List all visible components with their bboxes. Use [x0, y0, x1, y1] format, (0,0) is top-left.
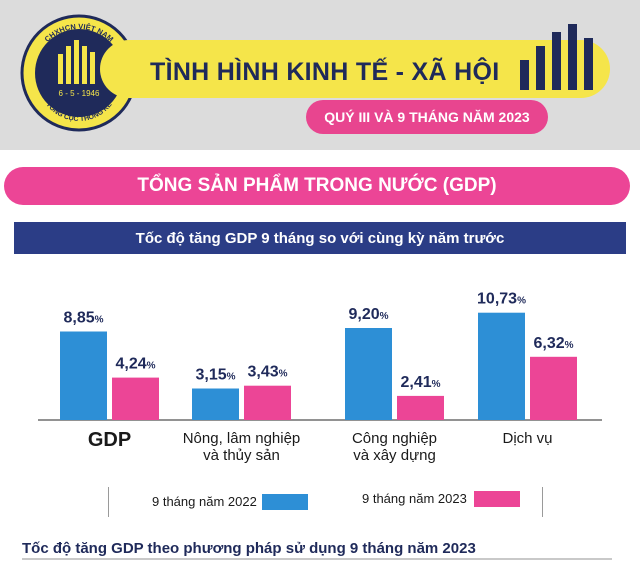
- logo-date: 6 - 5 - 1946: [59, 89, 100, 98]
- category-label-dich-vu: Dịch vụ: [502, 430, 553, 447]
- bar-nong-lam-nghiep-va-thuy-san-2023: [244, 385, 291, 420]
- legend-swatch-2023: [474, 491, 520, 507]
- value-label-nong-lam-nghiep-va-thuy-san-2023: 3,43%: [247, 364, 287, 381]
- bar-chart-icon: [520, 24, 593, 90]
- legend: 9 tháng năm 2022 9 tháng năm 2023: [100, 483, 550, 519]
- page-title: TÌNH HÌNH KINH TẾ - XÃ HỘI: [150, 58, 500, 86]
- legend-label-2022: 9 tháng năm 2022: [152, 494, 257, 509]
- value-label-gdp-2023: 4,24%: [115, 356, 155, 373]
- value-label-cong-nghiep-va-xay-dung-2023: 2,41%: [400, 374, 440, 391]
- legend-swatch-2022: [262, 494, 308, 510]
- category-label-nong-lam-nghiep-va-thuy-san: Nông, lâm nghiệp và thủy sản: [182, 430, 301, 464]
- bar-cong-nghiep-va-xay-dung-2023: [397, 395, 444, 420]
- bar-gdp-2023: [112, 377, 159, 420]
- bar-cong-nghiep-va-xay-dung-2022: [345, 328, 392, 420]
- chart-title: Tốc độ tăng GDP 9 tháng so với cùng kỳ n…: [14, 222, 626, 254]
- bar-dich-vu-2023: [530, 356, 577, 420]
- section-title: TỔNG SẢN PHẨM TRONG NƯỚC (GDP): [4, 167, 630, 205]
- category-label-gdp: GDP: [87, 429, 132, 451]
- bar-gdp-2022: [60, 331, 107, 420]
- legend-divider-left: [108, 487, 109, 517]
- value-label-dich-vu-2022: 10,73%: [477, 291, 526, 308]
- next-section-rule: [22, 558, 612, 560]
- bar-dich-vu-2022: [478, 312, 525, 420]
- value-label-cong-nghiep-va-xay-dung-2022: 9,20%: [348, 306, 388, 323]
- bar-nong-lam-nghiep-va-thuy-san-2022: [192, 388, 239, 420]
- value-label-gdp-2022: 8,85%: [63, 310, 103, 327]
- gdp-growth-chart: 8,85% 3,15% 9,20% 10,73% 4,24% 3,43% 2,41% 6,32…: [38, 291, 602, 421]
- next-section-title: Tốc độ tăng GDP theo phương pháp sử dụng…: [22, 540, 476, 557]
- value-label-nong-lam-nghiep-va-thuy-san-2022: 3,15%: [195, 367, 235, 384]
- category-label-cong-nghiep-va-xay-dung: Công nghiệp và xây dựng: [351, 430, 438, 464]
- legend-label-2023: 9 tháng năm 2023: [362, 491, 467, 506]
- period-subtitle: QUÝ III VÀ 9 THÁNG NĂM 2023: [306, 100, 548, 134]
- value-label-dich-vu-2023: 6,32%: [533, 335, 573, 352]
- legend-divider-right: [542, 487, 543, 517]
